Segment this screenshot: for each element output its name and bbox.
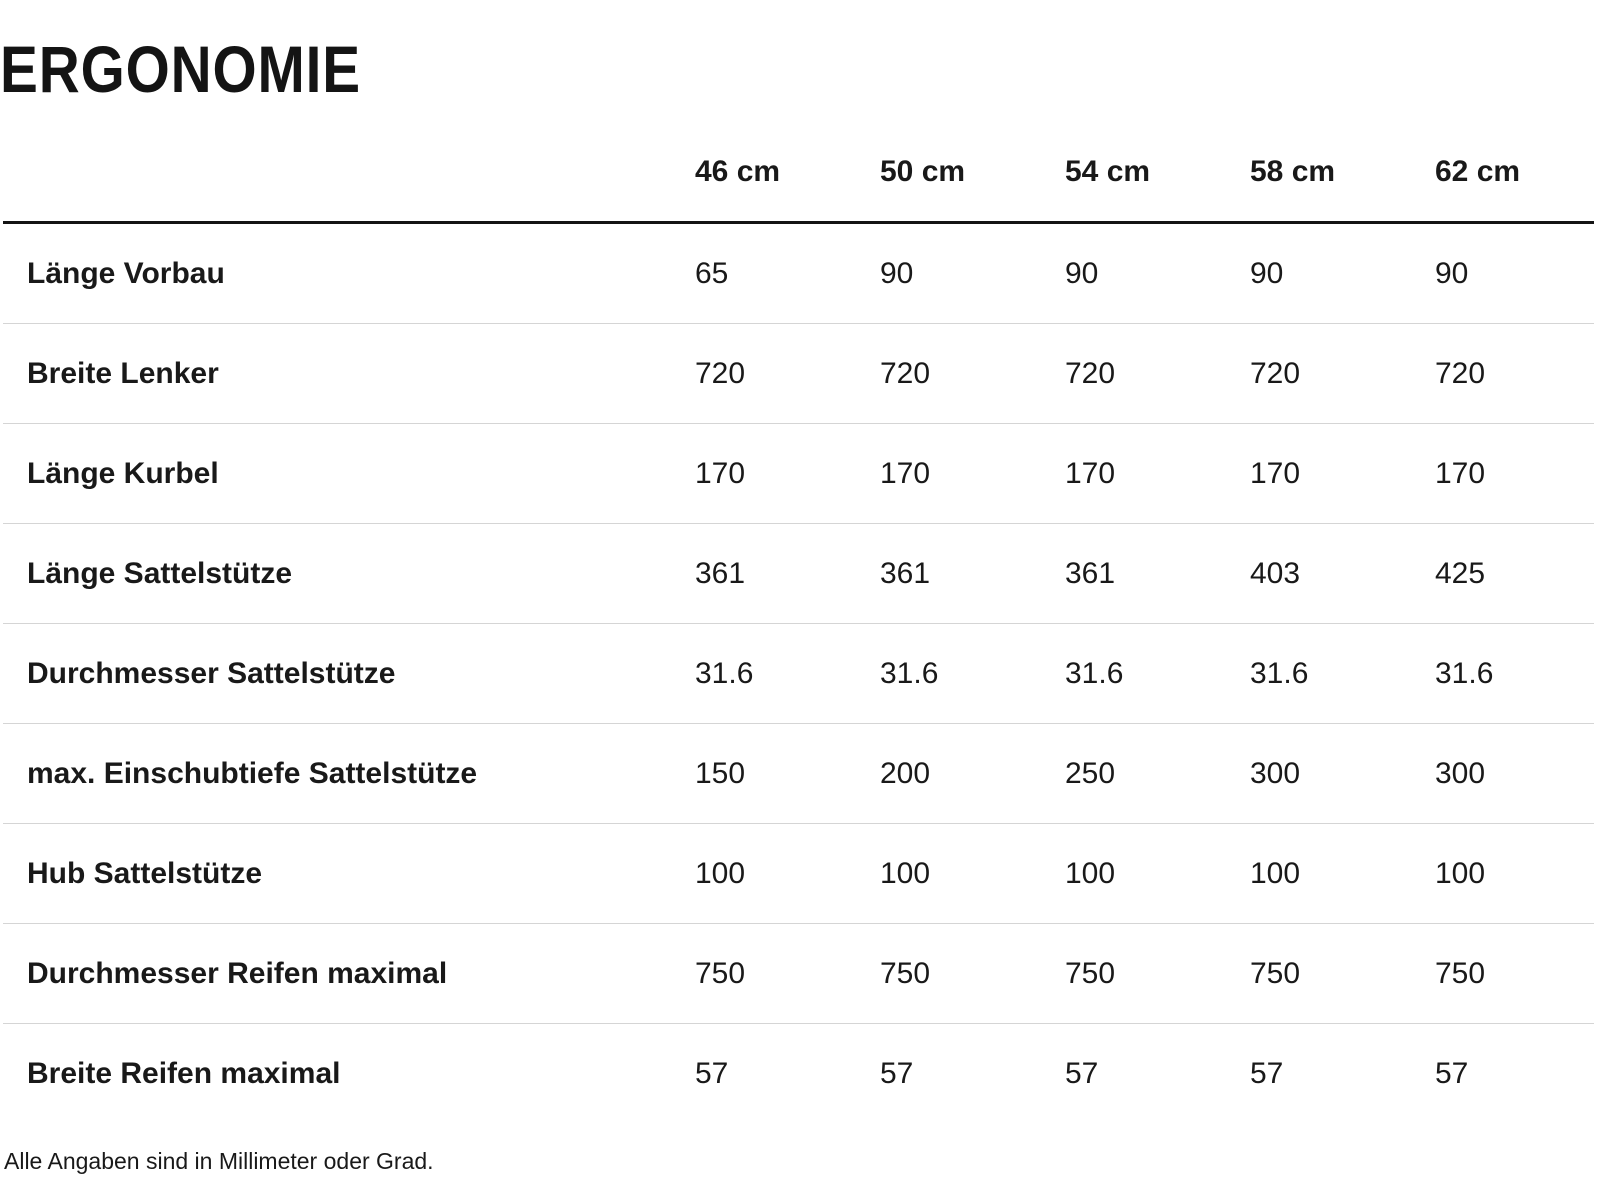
row-value: 90 xyxy=(1435,256,1469,290)
row-value: 57 xyxy=(695,1056,729,1090)
row-value: 720 xyxy=(880,356,931,390)
row-value: 720 xyxy=(695,356,746,390)
table-row: Durchmesser Sattelstütze 31.6 31.6 31.6 31.6… xyxy=(3,624,1594,724)
row-value: 57 xyxy=(1435,1056,1469,1090)
table-row: Hub Sattelstütze 100 100 100 100 100 xyxy=(3,824,1594,924)
row-value: 750 xyxy=(1250,956,1301,990)
row-value: 361 xyxy=(1065,556,1116,590)
table-header-row: 46 cm 50 cm 54 cm 58 cm 62 cm xyxy=(3,140,1594,224)
table-row: Länge Sattelstütze 361 361 361 403 425 xyxy=(3,524,1594,624)
row-label: Breite Reifen maximal xyxy=(27,1056,341,1090)
table-row: Länge Vorbau 65 90 90 90 90 xyxy=(3,224,1594,324)
row-value: 31.6 xyxy=(1250,656,1309,690)
row-label: Länge Sattelstütze xyxy=(27,556,293,590)
row-value: 100 xyxy=(880,856,931,890)
row-label: Hub Sattelstütze xyxy=(27,856,263,890)
row-value: 31.6 xyxy=(1435,656,1494,690)
column-header: 46 cm xyxy=(695,154,781,188)
row-value: 361 xyxy=(695,556,746,590)
row-value: 100 xyxy=(1065,856,1116,890)
column-header: 54 cm xyxy=(1065,154,1151,188)
row-label: Länge Kurbel xyxy=(27,456,219,490)
row-value: 150 xyxy=(695,756,746,790)
row-value: 90 xyxy=(1065,256,1099,290)
row-value: 425 xyxy=(1435,556,1486,590)
row-value: 90 xyxy=(880,256,914,290)
row-value: 170 xyxy=(1065,456,1116,490)
table-row: max. Einschubtiefe Sattelstütze 150 200 250… xyxy=(3,724,1594,824)
row-value: 750 xyxy=(1435,956,1486,990)
row-value: 100 xyxy=(695,856,746,890)
row-value: 57 xyxy=(880,1056,914,1090)
table-row: Durchmesser Reifen maximal 750 750 750 750 75… xyxy=(3,924,1594,1024)
row-value: 403 xyxy=(1250,556,1301,590)
row-value: 170 xyxy=(695,456,746,490)
row-value: 170 xyxy=(1435,456,1486,490)
row-label: max. Einschubtiefe Sattelstütze xyxy=(27,756,478,790)
row-value: 31.6 xyxy=(1065,656,1124,690)
row-value: 750 xyxy=(695,956,746,990)
row-value: 300 xyxy=(1435,756,1486,790)
row-value: 720 xyxy=(1250,356,1301,390)
row-value: 720 xyxy=(1435,356,1486,390)
row-label: Durchmesser Sattelstütze xyxy=(27,656,396,690)
row-value: 57 xyxy=(1065,1056,1099,1090)
row-value: 720 xyxy=(1065,356,1116,390)
row-value: 100 xyxy=(1250,856,1301,890)
footnote: Alle Angaben sind in Millimeter oder Gra… xyxy=(4,1148,434,1174)
table-row: Länge Kurbel 170 170 170 170 170 xyxy=(3,424,1594,524)
row-value: 750 xyxy=(1065,956,1116,990)
spec-table: 46 cm 50 cm 54 cm 58 cm 62 cm Länge Vorbau 65… xyxy=(3,140,1594,1123)
spec-table-body: Länge Vorbau 65 90 90 90 90 Breite Lenker 720 72… xyxy=(3,224,1594,1123)
row-label: Länge Vorbau xyxy=(27,256,225,290)
column-header: 50 cm xyxy=(880,154,966,188)
row-value: 361 xyxy=(880,556,931,590)
row-label: Durchmesser Reifen maximal xyxy=(27,956,448,990)
row-label: Breite Lenker xyxy=(27,356,219,390)
row-value: 31.6 xyxy=(695,656,754,690)
row-value: 31.6 xyxy=(880,656,939,690)
row-value: 250 xyxy=(1065,756,1116,790)
row-value: 170 xyxy=(880,456,931,490)
table-row: Breite Lenker 720 720 720 720 720 xyxy=(3,324,1594,424)
row-value: 65 xyxy=(695,256,729,290)
row-value: 750 xyxy=(880,956,931,990)
column-header: 62 cm xyxy=(1435,154,1521,188)
row-value: 170 xyxy=(1250,456,1301,490)
row-value: 200 xyxy=(880,756,931,790)
column-header: 58 cm xyxy=(1250,154,1336,188)
row-value: 100 xyxy=(1435,856,1486,890)
row-value: 90 xyxy=(1250,256,1284,290)
table-row: Breite Reifen maximal 57 57 57 57 57 xyxy=(3,1024,1594,1123)
row-value: 300 xyxy=(1250,756,1301,790)
row-value: 57 xyxy=(1250,1056,1284,1090)
page-title: ERGONOMIE xyxy=(0,32,361,107)
